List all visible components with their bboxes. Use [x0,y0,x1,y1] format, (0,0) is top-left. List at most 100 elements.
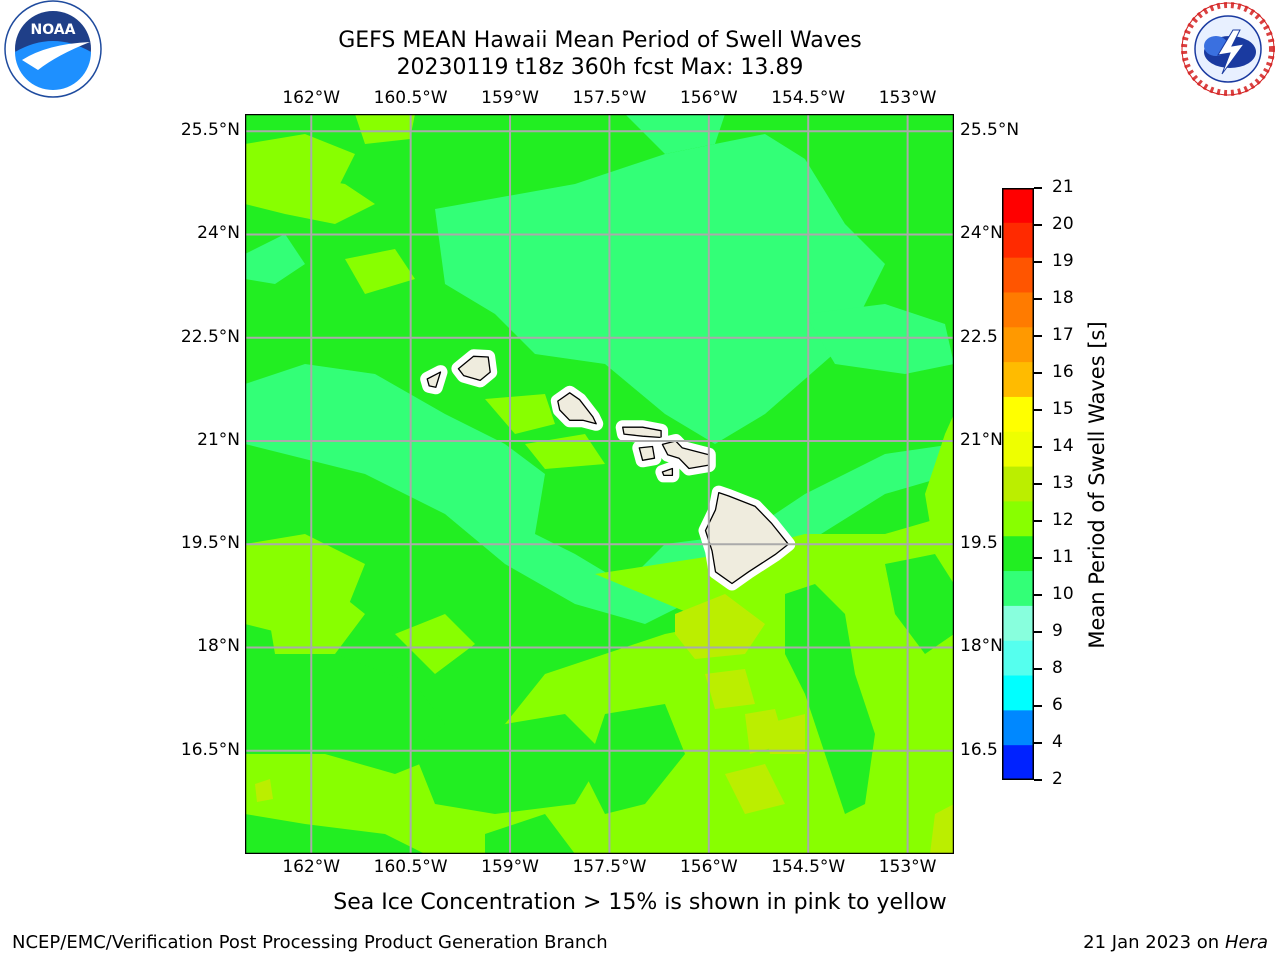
colorbar-tick-label: 19 [1052,251,1074,271]
field-contour-3 [245,234,305,284]
colorbar-band [1002,675,1034,711]
colorbar-tick-mark [1034,557,1042,559]
noaa-logo: NOAA [4,0,102,98]
field-contour-24 [705,669,755,709]
field-contour-10 [265,574,365,654]
footer-date-text: 21 Jan 2023 on [1083,932,1225,953]
field-contour-21 [245,814,425,854]
colorbar-band [1002,640,1034,677]
noaa-logo-text: NOAA [31,22,76,38]
island-kahoolawe [661,467,674,477]
colorbar-tick-label: 14 [1052,436,1074,456]
field-contour-15 [395,614,475,674]
colorbar-tick-mark [1034,187,1042,189]
island-lanai [638,445,656,461]
footer-host: Hera [1224,932,1268,953]
colorbar-tick-mark [1034,705,1042,707]
lat-tick-label-right: 16.5 [960,739,998,760]
field-contour-23 [675,594,765,659]
field-contour-27 [930,804,954,854]
lon-tick-label: 156°W [679,857,738,877]
colorbar-tick-mark [1034,594,1042,596]
colorbar-tick-mark [1034,631,1042,633]
island-molokai [622,426,662,439]
colorbar-tick-label: 21 [1052,177,1074,197]
colorbar-tick-label: 13 [1052,473,1074,493]
colorbar-band [1002,745,1034,780]
colorbar-tick-mark [1034,779,1042,781]
lat-tick-label-right: 24°N [960,223,1003,244]
colorbar-tick-label: 9 [1052,621,1063,641]
field-contour-29 [765,714,805,754]
colorbar-band [1002,605,1034,642]
field-contour-4 [805,304,954,374]
colorbar-band [1002,501,1034,537]
colorbar-tick-label: 12 [1052,510,1074,530]
field-contour-20 [885,554,954,654]
colorbar-tick-mark [1034,446,1042,448]
colorbar-tick-label: 8 [1052,658,1063,678]
lon-tick-label: 162°W [282,857,341,877]
field-contour-8 [345,249,415,294]
field-contour-28 [255,779,273,802]
colorbar-tick-mark [1034,372,1042,374]
colorbar-band [1002,188,1034,224]
colorbar-tick-label: 18 [1052,288,1074,308]
sea-ice-note: Sea Ice Concentration > 15% is shown in … [333,890,947,915]
colorbar-band [1002,327,1034,363]
colorbar-tick-mark [1034,261,1042,263]
field-contour-11 [485,394,555,434]
colorbar-tick-mark [1034,224,1042,226]
colorbar-band [1002,292,1034,328]
colorbar-band [1002,222,1034,259]
field-contour-1 [245,364,954,624]
map-title: GEFS MEAN Hawaii Mean Period of Swell Wa… [338,28,862,53]
colorbar-label: Mean Period of Swell Waves [s] [1085,321,1109,649]
lat-tick-label-right: 19.5 [960,533,998,554]
swell-period-field [245,114,954,854]
colorbar [1002,188,1034,780]
colorbar-tick-mark [1034,668,1042,670]
footer-date: 21 Jan 2023 on Hera [1083,932,1268,953]
colorbar-tick-mark [1034,335,1042,337]
map-subtitle: 20230119 t18z 360h fcst Max: 13.89 [396,55,804,80]
lat-tick-label: 25.5°N [180,120,240,141]
islands [420,349,796,591]
lat-tick-label-right: 21°N [960,429,1003,450]
lon-tick-label: 159°W [481,88,539,108]
island-kauai [457,355,491,382]
colorbar-tick-label: 17 [1052,325,1074,345]
island-hawaii [704,491,789,585]
field-contour-2 [625,114,725,154]
field-contour-0 [435,134,885,444]
colorbar-tick-label: 6 [1052,695,1063,715]
lon-tick-label: 154.5°W [771,88,846,108]
lat-tick-label: 21°N [197,429,240,450]
swell-period-map [245,114,954,854]
colorbar-tick-mark [1034,483,1042,485]
colorbar-tick-mark [1034,520,1042,522]
colorbar-band [1002,466,1034,502]
lat-tick-label: 19.5°N [180,533,240,554]
nws-logo [1181,2,1275,96]
colorbar-band [1002,571,1034,607]
lon-tick-label: 162°W [282,88,341,108]
colorbar-tick-label: 15 [1052,399,1074,419]
lat-tick-label: 22.5°N [180,326,240,347]
lon-tick-label: 157.5°W [572,88,647,108]
colorbar-tick-mark [1034,298,1042,300]
island-niihau [426,371,442,388]
colorbar-tick-mark [1034,742,1042,744]
colorbar-band [1002,257,1034,293]
lon-tick-label: 159°W [481,857,539,877]
footer-branch: NCEP/EMC/Verification Post Processing Pr… [12,932,608,953]
graticule [245,114,954,854]
lon-tick-label: 156°W [679,88,738,108]
lon-tick-label: 157.5°W [572,857,647,877]
colorbar-band [1002,536,1034,572]
field-contour-22 [485,814,575,854]
lon-tick-label: 160.5°W [373,857,448,877]
colorbar-band [1002,396,1034,433]
lat-tick-label-right: 25.5°N [960,120,1020,141]
colorbar-band [1002,362,1034,398]
